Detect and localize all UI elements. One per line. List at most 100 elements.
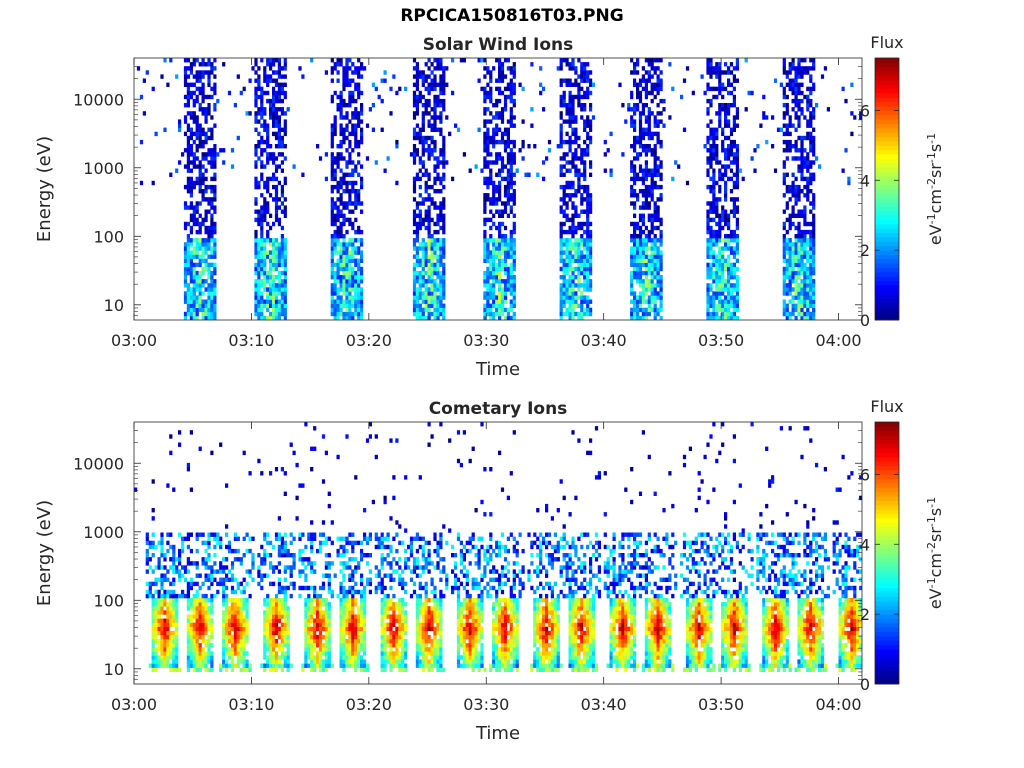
heatmap-cell <box>735 279 739 284</box>
heatmap-cell <box>636 246 640 251</box>
heatmap-cell <box>186 58 190 63</box>
heatmap-cell <box>753 148 757 153</box>
heatmap-cell <box>160 639 164 644</box>
heatmap-cell <box>709 74 713 79</box>
heatmap-cell <box>565 229 569 235</box>
heatmap-cell <box>269 176 273 182</box>
heatmap-cell <box>586 70 590 75</box>
heatmap-cell <box>574 311 578 317</box>
heatmap-cell <box>638 123 643 128</box>
heatmap-cell <box>186 283 190 288</box>
heatmap-cell <box>656 156 660 161</box>
heatmap-cell <box>656 184 660 190</box>
heatmap-cell <box>183 242 188 247</box>
heatmap-cell <box>559 115 563 120</box>
heatmap-cells <box>134 422 862 672</box>
heatmap-cell <box>280 111 284 116</box>
heatmap-cell <box>559 209 563 214</box>
heatmap-cell <box>559 172 563 177</box>
heatmap-cell <box>483 279 487 284</box>
heatmap-cell <box>638 139 643 145</box>
heatmap-cell <box>345 82 349 87</box>
heatmap-cell <box>559 184 563 190</box>
heatmap-cell <box>586 295 590 300</box>
heatmap-cell <box>365 156 370 161</box>
heatmap-cell <box>735 180 739 186</box>
heatmap-cell <box>788 82 792 87</box>
heatmap-cell <box>436 283 440 288</box>
heatmap-cell <box>653 299 657 304</box>
heatmap-cell <box>336 270 340 276</box>
heatmap-cell <box>762 115 766 120</box>
heatmap-cell <box>503 205 508 210</box>
heatmap-cell <box>433 279 437 284</box>
heatmap-cell <box>809 246 813 251</box>
heatmap-cell <box>219 577 223 582</box>
heatmap-cell <box>721 299 725 304</box>
heatmap-cell <box>222 663 226 668</box>
heatmap-cell <box>732 287 736 292</box>
heatmap-cell <box>148 593 152 599</box>
axes-box <box>133 57 863 321</box>
heatmap-cell <box>348 180 352 186</box>
heatmap-cell <box>348 103 352 108</box>
heatmap-cell <box>421 262 425 268</box>
heatmap-cell <box>653 168 657 173</box>
heatmap-cell <box>638 279 643 284</box>
heatmap-cell <box>186 90 190 96</box>
heatmap-cell <box>254 94 258 100</box>
heatmap-cell <box>800 262 804 268</box>
heatmap-cell <box>351 283 355 288</box>
heatmap-cell <box>201 266 205 272</box>
heatmap-cell <box>195 581 199 587</box>
heatmap-cell <box>706 62 710 67</box>
heatmap-cell <box>421 238 425 243</box>
heatmap-cell <box>254 291 258 296</box>
heatmap-cell <box>274 189 279 194</box>
heatmap-cell <box>433 123 437 128</box>
heatmap-cell <box>351 270 355 276</box>
heatmap-cell <box>506 307 510 313</box>
heatmap-cell <box>210 593 214 599</box>
heatmap-cell <box>806 299 810 304</box>
heatmap-cell <box>691 90 695 96</box>
heatmap-cell <box>207 58 211 63</box>
heatmap-cell <box>850 131 854 137</box>
colorbar-segment <box>875 311 899 317</box>
heatmap-cell <box>791 311 795 317</box>
heatmap-cell <box>647 172 651 177</box>
heatmap-cell <box>644 262 648 268</box>
heatmap-cell <box>803 156 807 161</box>
heatmap-cell <box>357 58 361 63</box>
heatmap-cell <box>489 152 493 157</box>
heatmap-cell <box>636 58 640 63</box>
heatmap-cell <box>192 180 196 186</box>
heatmap-cell <box>333 160 337 165</box>
heatmap-cell <box>198 123 202 128</box>
heatmap-cell <box>254 70 258 75</box>
heatmap-cell <box>509 180 513 186</box>
heatmap-cell <box>506 189 510 194</box>
heatmap-cell <box>183 275 188 280</box>
heatmap-cell <box>345 103 349 108</box>
heatmap-cell <box>333 250 337 255</box>
heatmap-cell <box>274 283 279 288</box>
heatmap-cell <box>721 94 725 100</box>
heatmap-cell <box>277 217 281 223</box>
heatmap-cell <box>277 123 281 128</box>
heatmap-cell <box>794 127 798 132</box>
heatmap-cell <box>269 193 273 198</box>
heatmap-cell <box>198 164 202 169</box>
heatmap-cell <box>186 242 190 247</box>
heatmap-cell <box>421 242 425 247</box>
heatmap-cell <box>222 610 226 615</box>
heatmap-cell <box>274 176 279 182</box>
y-tick-label: 10 <box>104 296 124 315</box>
heatmap-cell <box>436 221 440 227</box>
heatmap-cell <box>254 148 258 153</box>
heatmap-cell <box>418 90 422 96</box>
heatmap-cell <box>257 303 261 308</box>
heatmap-cell <box>412 180 417 186</box>
heatmap-cell <box>729 189 734 194</box>
heatmap-cell <box>204 557 208 562</box>
